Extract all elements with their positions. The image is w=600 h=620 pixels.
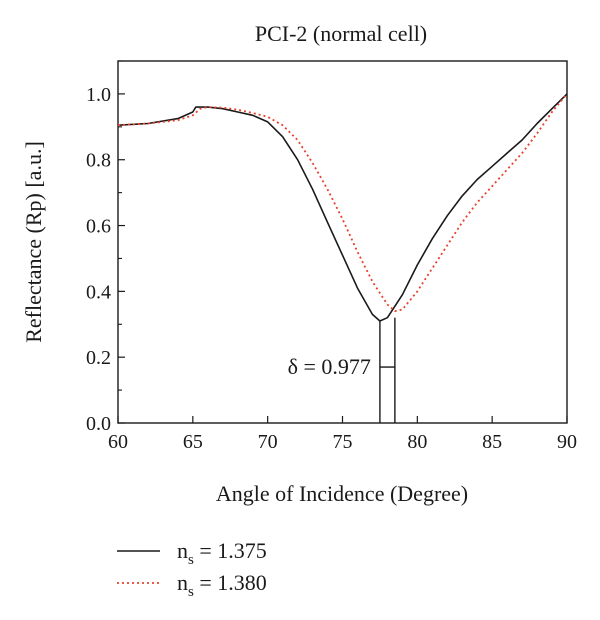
x-tick-label: 80: [407, 431, 427, 453]
x-tick-label: 70: [258, 431, 278, 453]
x-axis: 60 65 70 75 80 85 90: [108, 416, 577, 453]
y-axis: 0.0 0.2 0.4 0.6 0.8 1.0: [86, 60, 125, 435]
series-line-2: [117, 93, 568, 313]
chart-title: PCI-2 (normal cell): [255, 21, 427, 46]
y-tick-label: 0.2: [86, 347, 111, 369]
x-tick-label: 60: [108, 431, 128, 453]
y-tick-label: 0.0: [86, 413, 111, 435]
x-tick-label: 90: [557, 431, 577, 453]
x-tick-label: 75: [333, 431, 353, 453]
series-line-1: [117, 93, 568, 322]
plot-area: 60 65 70 75 80 85 90 0.0 0.2 0.4 0.6 0.8 1.0 δ = 0.…: [86, 60, 577, 453]
y-tick-label: 0.8: [86, 150, 111, 172]
x-tick-label: 85: [482, 431, 502, 453]
y-tick-label: 0.4: [86, 281, 111, 303]
series-layer: [117, 93, 568, 322]
y-tick-label: 0.6: [86, 216, 111, 238]
x-tick-label: 65: [183, 431, 203, 453]
annotation-layer: δ = 0.977: [288, 317, 396, 423]
y-axis-label: Reflectance (Rp) [a.u.]: [21, 141, 46, 343]
y-tick-label: 1.0: [86, 84, 111, 106]
x-axis-label: Angle of Incidence (Degree): [216, 481, 468, 506]
legend-label-1: ns = 1.375: [177, 538, 267, 568]
delta-annotation: δ = 0.977: [288, 354, 371, 379]
legend-label-2: ns = 1.380: [177, 570, 267, 600]
